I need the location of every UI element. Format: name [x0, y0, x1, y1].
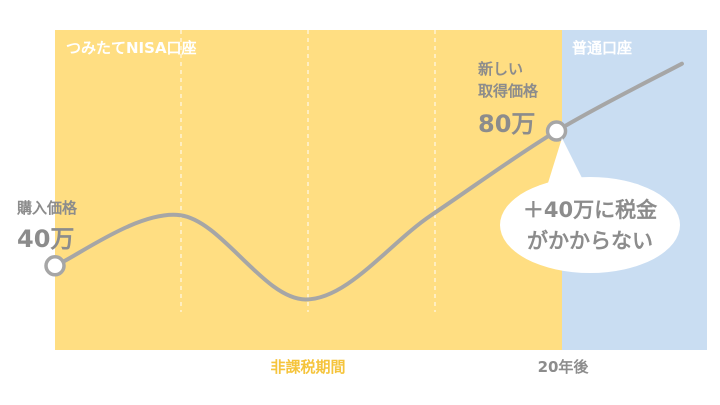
grid-lines	[180, 30, 436, 312]
tax-free-period-label: 非課税期間	[270, 358, 345, 376]
new-price-value: 80万	[478, 110, 535, 138]
nisa-zone-label: つみたてNISA口座	[66, 39, 197, 57]
new-price-title-line1: 新しい	[478, 60, 523, 78]
new-price-marker	[545, 120, 568, 142]
purchase-price-marker	[44, 255, 66, 277]
bubble-text-line2: がかからない	[527, 229, 653, 253]
normal-zone-label: 普通口座	[572, 39, 632, 57]
new-price-title-line2: 取得価格	[478, 82, 539, 100]
purchase-price-title: 購入価格	[16, 199, 78, 217]
tax-free-bubble: ＋40万に税金 がかからない	[500, 138, 680, 273]
purchase-price-value: 40万	[17, 225, 74, 253]
bubble-text-line1: ＋40万に税金	[523, 198, 658, 222]
twenty-years-label: 20年後	[538, 358, 590, 376]
